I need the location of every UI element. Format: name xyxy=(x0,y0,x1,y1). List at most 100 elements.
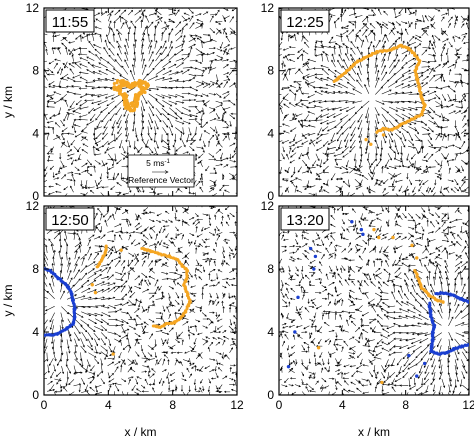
panel-1: 11:55 5 ms-1 Reference Vector 0 4 8 12 y / km xyxy=(1,1,238,203)
time-label: 11:55 xyxy=(52,14,88,31)
outflow-point xyxy=(112,87,117,91)
y-tick-label: 12 xyxy=(26,199,40,213)
outflow-boundary-point xyxy=(441,300,445,304)
outflow-scatter xyxy=(90,248,123,356)
y-tick-label: 4 xyxy=(267,325,274,339)
cold-pool-scatter xyxy=(286,220,427,378)
outflow-boundary-point xyxy=(375,130,379,134)
outflow-point xyxy=(133,98,137,102)
y-tick-label: 0 xyxy=(267,388,274,402)
outflow-point xyxy=(116,78,120,83)
outflow-scatter-point xyxy=(372,227,376,232)
reference-arrow xyxy=(152,170,169,174)
wind-vectors xyxy=(279,206,469,395)
cold-pool-scatter-point xyxy=(286,364,291,369)
outflow-point xyxy=(137,80,141,84)
y-tick-label: 0 xyxy=(32,388,39,402)
y-tick-label: 8 xyxy=(32,262,39,276)
reference-vector-box xyxy=(127,154,195,188)
panel-2: 12:25 0 4 8 12 xyxy=(261,1,470,203)
outflow-boundary xyxy=(95,244,192,330)
outflow-boundary xyxy=(332,43,427,134)
y-axis-label: y / km xyxy=(1,284,15,316)
outflow-point xyxy=(117,91,122,96)
x-axis-label: x / km xyxy=(125,425,157,439)
cold-pool-boundary-point xyxy=(467,301,469,305)
time-label-box xyxy=(280,9,330,33)
outflow-scatter-point xyxy=(316,346,321,350)
vector-field xyxy=(279,206,469,395)
time-label-box xyxy=(45,207,95,231)
y-tick-label: 8 xyxy=(32,64,39,78)
outflow-scatter xyxy=(364,133,386,146)
outflow-scatter-point xyxy=(111,352,115,356)
cold-pool-scatter-point xyxy=(359,227,364,232)
panel-4: 13:20 0 4 8 12 0 4 8 12 x / km xyxy=(261,199,474,439)
outflow-point xyxy=(145,82,149,87)
outflow-point xyxy=(122,94,126,98)
x-tick-label: 12 xyxy=(230,398,244,412)
cold-pool-scatter-point xyxy=(361,232,365,237)
outflow-boundary-point xyxy=(104,244,108,248)
outflow-boundary-point xyxy=(151,324,155,328)
y-axis-label: y / km xyxy=(1,86,15,118)
x-tick-label: 0 xyxy=(41,398,48,412)
outflow-scatter-point xyxy=(381,133,386,137)
outflow-point xyxy=(137,83,141,87)
y-tick-label: 0 xyxy=(32,189,39,203)
outflow-point xyxy=(112,85,117,89)
y-tick-label: 4 xyxy=(32,126,39,140)
outflow-point xyxy=(125,98,129,103)
outflow-point xyxy=(116,85,120,90)
y-tick-label: 12 xyxy=(26,1,40,15)
outflow-scatter-point xyxy=(380,380,384,385)
outflow-point xyxy=(126,105,131,110)
outflow-point xyxy=(120,84,124,88)
reference-vector-label: 5 ms-1 xyxy=(146,158,170,168)
outflow-point xyxy=(123,103,127,107)
outflow-scatter-point xyxy=(364,137,368,142)
outflow-scatter-point xyxy=(410,243,414,248)
x-tick-label: 8 xyxy=(402,398,409,412)
outflow-point xyxy=(134,93,138,97)
time-label-box xyxy=(280,207,330,231)
cold-pool-boundary xyxy=(427,291,469,356)
vector-field xyxy=(44,206,237,395)
cold-pool-scatter-point xyxy=(312,267,316,271)
outflow-point xyxy=(128,109,133,113)
cold-pool-scatter-point xyxy=(415,374,419,378)
vector-field xyxy=(44,8,237,196)
outflow-point xyxy=(123,81,127,86)
y-tick-label: 8 xyxy=(267,64,274,78)
cold-pool-scatter-point xyxy=(308,246,313,251)
time-label: 12:25 xyxy=(286,14,324,31)
y-tick-label: 8 xyxy=(267,262,274,276)
cold-pool-scatter-point xyxy=(422,361,427,366)
y-tick-label: 4 xyxy=(32,325,39,339)
outflow-scatter-point xyxy=(93,290,98,295)
y-tick-label: 0 xyxy=(267,189,274,203)
x-tick-label: 4 xyxy=(105,398,112,412)
cold-pool-scatter-point xyxy=(350,220,354,224)
reference-vector-caption: Reference Vector xyxy=(128,175,194,185)
outflow-scatter-point xyxy=(369,142,373,146)
time-label-box xyxy=(45,9,95,33)
outflow-scatter-point xyxy=(391,235,395,240)
cold-pool-scatter-point xyxy=(293,330,297,334)
panel-3: 12:50 0 4 8 12 0 4 8 12 y / km x / km xyxy=(1,199,244,439)
outflow-point xyxy=(134,104,138,108)
x-axis-label: x / km xyxy=(358,425,390,439)
panel-frame xyxy=(278,7,470,197)
cold-pool-boundary-point xyxy=(44,333,46,337)
outflow-boundary xyxy=(413,268,445,304)
outflow-point xyxy=(126,83,130,87)
outflow-point xyxy=(126,101,130,105)
outflow-point xyxy=(142,90,146,94)
outflow-point xyxy=(117,89,121,93)
time-label: 12:50 xyxy=(51,212,89,229)
outflow-point xyxy=(129,84,133,89)
cold-pool-boundary xyxy=(44,267,77,337)
y-tick-label: 12 xyxy=(261,199,275,213)
outflow-point xyxy=(141,80,145,84)
